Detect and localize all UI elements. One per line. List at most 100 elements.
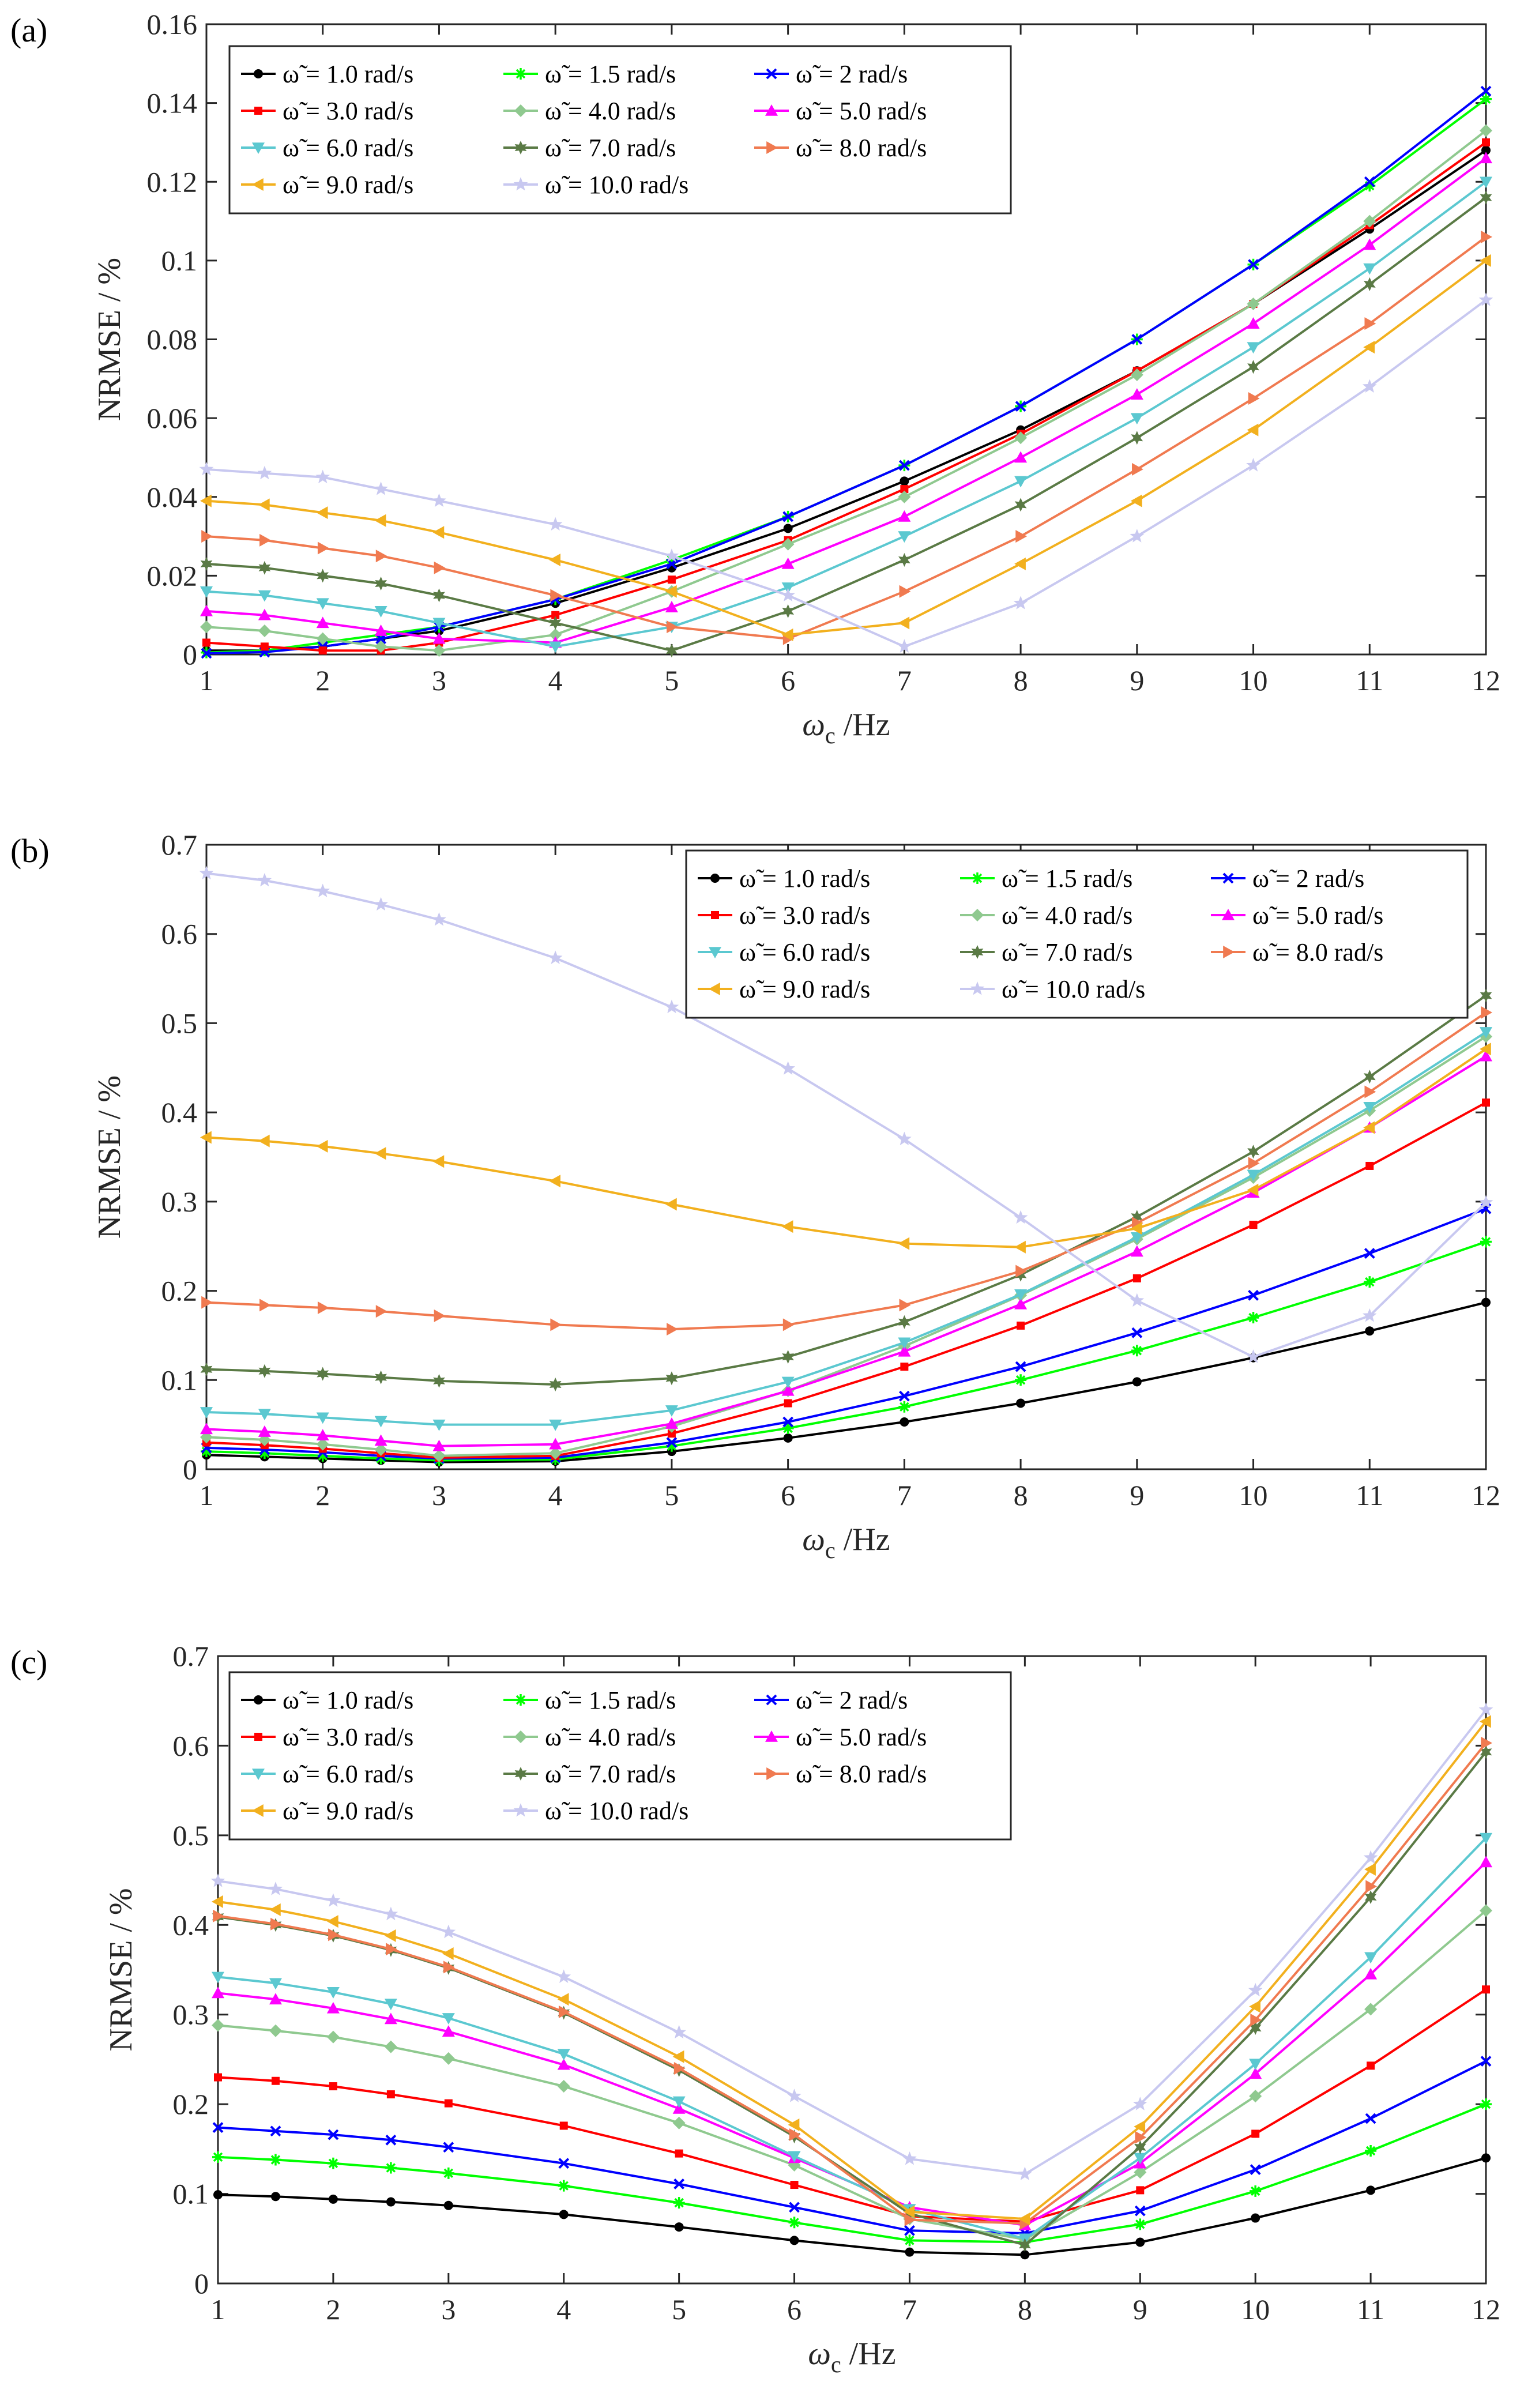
panel-label: (c) [10,1643,47,1681]
data-point [781,1220,793,1233]
data-point [1134,2205,1146,2217]
data-point [212,1971,224,1984]
data-point [1364,1085,1376,1098]
data-point [326,1893,341,1907]
data-point [316,1412,329,1424]
data-point [443,2200,453,2210]
series-5 [200,1049,1492,1451]
data-point [665,601,678,612]
series-line [206,157,1487,644]
data-point [1015,1361,1026,1372]
x-tick-label: 4 [548,664,563,697]
legend-marker [252,1769,265,1780]
data-point [781,1061,795,1075]
data-point [375,577,387,590]
data-point [903,2205,915,2218]
legend-marker [514,141,527,155]
legend-label: ω̃ = 4.0 rad/s [545,1723,676,1751]
legend-item: ω̃ = 9.0 rad/s [241,171,413,199]
legend-item: ω̃ = 2 rad/s [754,60,908,88]
data-point [898,616,910,630]
data-point [270,2125,281,2137]
data-point [1248,1289,1259,1301]
data-point [1130,413,1143,425]
data-point [1363,238,1376,250]
data-point [201,648,212,659]
data-point [898,510,911,522]
data-point [432,1155,445,1168]
data-point [667,1429,676,1438]
data-point [783,1433,793,1443]
data-point [1365,1326,1375,1336]
data-point [1365,2113,1376,2124]
data-point [316,632,329,645]
series-line [206,196,1487,652]
data-point [434,561,446,574]
legend-label: ω̃ = 6.0 rad/s [283,1760,413,1788]
data-point [556,1969,571,1983]
data-point [432,1419,446,1431]
data-point [201,1446,212,1458]
legend-marker [252,142,265,154]
x-tick-label: 1 [200,664,214,697]
x-tick-label: 4 [556,2293,571,2326]
data-point [1134,2120,1146,2133]
legend-marker [711,911,719,919]
data-point [1250,2164,1261,2176]
data-point [1134,2153,1147,2165]
data-point [269,1993,282,2005]
data-point [1247,1169,1260,1182]
data-point [432,912,446,926]
data-point [386,2090,395,2099]
data-point [1014,1289,1028,1301]
legend-label: ω̃ = 8.0 rad/s [796,134,927,162]
series-line [206,236,1487,640]
y-tick-label: 0.7 [173,1640,209,1672]
legend: ω̃ = 1.0 rad/s ω̃ = 1.5 rad/s ω̃ = 2 rad/s… [685,849,1469,1019]
data-point [434,1309,446,1322]
data-point [1134,2140,1146,2154]
data-point [1481,145,1491,155]
legend-label: ω̃ = 2 rad/s [796,60,908,88]
data-point [1480,176,1492,189]
legend-item: ω̃ = 6.0 rad/s [241,1760,413,1788]
data-point [1480,1745,1492,1759]
data-point [673,2061,686,2075]
legend-marker [766,68,777,80]
data-point [326,1915,338,1928]
data-point [672,2025,686,2039]
data-point [781,1376,795,1389]
data-point [1017,1321,1025,1330]
data-point [213,2190,223,2200]
data-point [1481,1736,1492,1749]
x-tick-label: 9 [1133,2293,1147,2326]
data-point [1249,2021,1262,2035]
data-point [1015,1374,1027,1386]
data-point [1480,2098,1492,2110]
series-line [206,872,1487,1359]
data-point [442,1947,454,1961]
data-point [1015,1265,1028,1278]
series-line [206,1048,1487,1248]
x-tick-label: 9 [1130,1479,1144,1511]
legend-label: ω̃ = 10.0 rad/s [545,1797,688,1825]
data-point [1132,1377,1142,1387]
data-point [328,2129,339,2140]
data-point [259,1299,271,1312]
x-axis-label: ωc /Hz [808,2336,895,2377]
data-point [329,2082,337,2091]
data-point [667,620,678,634]
data-point [1015,530,1028,543]
x-tick-label: 11 [1357,2293,1384,2326]
data-point [1249,2000,1260,2013]
x-tick-label: 2 [315,1479,330,1511]
data-point [375,1453,387,1465]
y-tick-label: 0.2 [161,1275,198,1307]
data-point [374,624,387,636]
data-point [442,2052,455,2065]
data-point [258,1447,270,1459]
data-point [326,2030,340,2044]
data-point [674,2222,684,2232]
data-point [1481,230,1492,243]
x-tick-label: 7 [897,1479,912,1511]
